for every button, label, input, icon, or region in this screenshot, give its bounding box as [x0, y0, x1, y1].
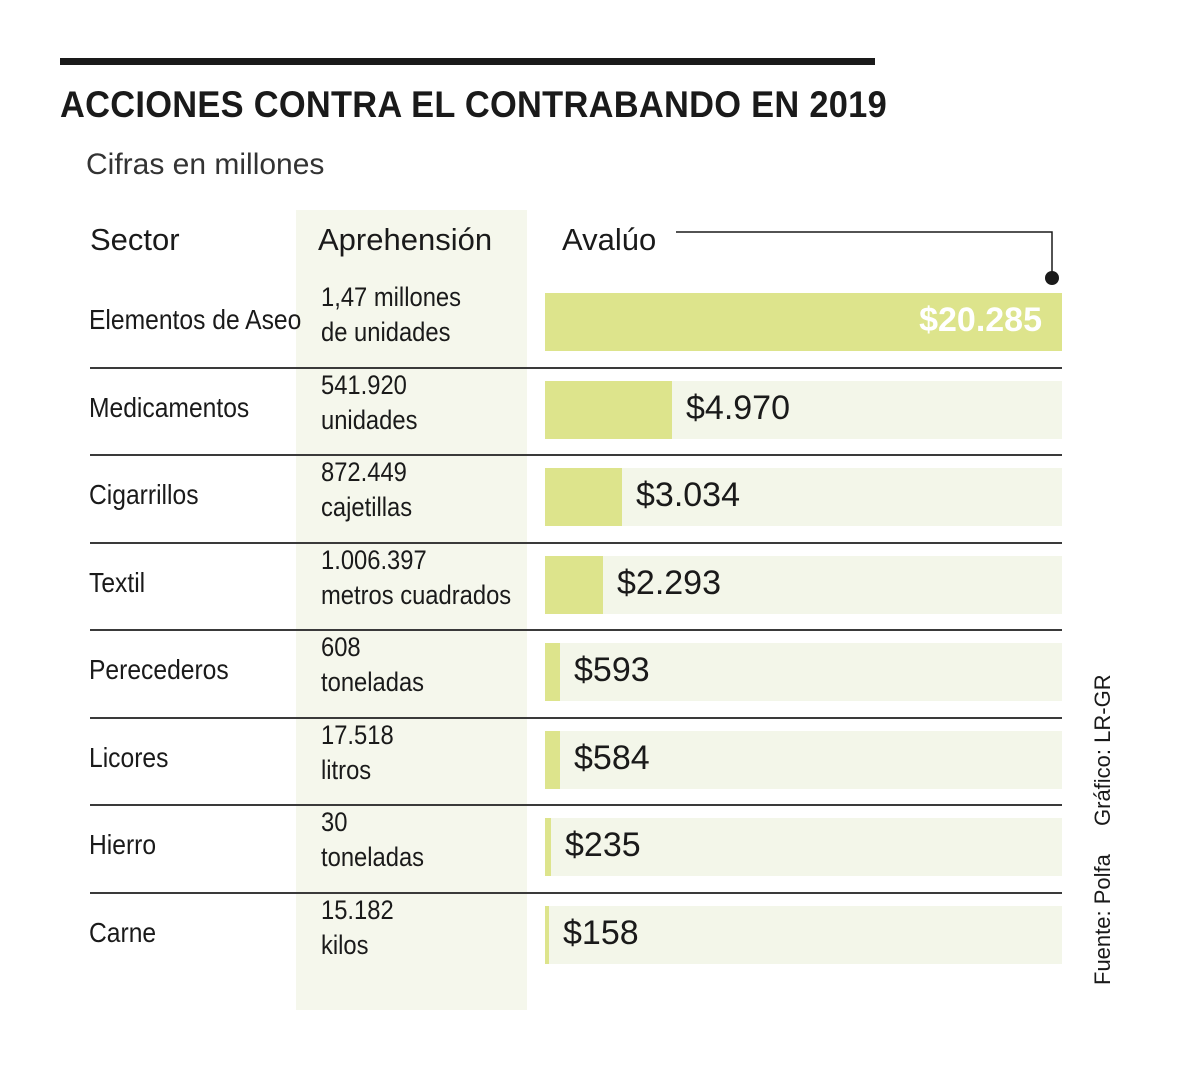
aprehension-line: metros cuadrados	[321, 579, 512, 610]
aprehension-line: 17.518	[321, 719, 394, 750]
sector-label: Textil	[89, 566, 146, 598]
aprehension-line: cajetillas	[321, 492, 413, 522]
bar-value-label: $584	[574, 738, 650, 777]
source-credits: Fuente: Polfa Gráfico: LR-GR	[1090, 652, 1116, 985]
row-separator	[90, 891, 1062, 894]
bar-value-label: $4.970	[686, 388, 790, 427]
aprehension-line: 541.920	[321, 369, 407, 400]
bar-track	[545, 905, 1062, 964]
bar-value-label: $593	[574, 651, 650, 689]
aprehension-column-band	[296, 210, 527, 1010]
aprehension-line: kilos	[321, 929, 369, 960]
bar-value-label: $158	[563, 913, 639, 952]
aprehension-value: 541.920 unidades	[321, 368, 417, 438]
row-separator	[90, 716, 1062, 719]
header-avaluo: Avalúo	[562, 222, 657, 257]
sector-label: Perecederos	[89, 654, 229, 685]
bar-track	[545, 730, 1062, 789]
top-rule	[60, 58, 875, 65]
bar	[545, 293, 1062, 351]
sector-label: Cigarrillos	[89, 479, 199, 510]
bar-track	[545, 643, 1062, 701]
bar	[545, 730, 560, 789]
aprehension-line: 872.449	[321, 457, 407, 487]
aprehension-value: 15.182 kilos	[321, 893, 394, 963]
chart-title: ACCIONES CONTRA EL CONTRABANDO EN 2019	[60, 84, 887, 125]
header-aprehension: Aprehensión	[318, 222, 493, 257]
row-separator	[90, 804, 1062, 806]
bar-track	[545, 468, 1062, 526]
sector-label: Medicamentos	[89, 391, 250, 423]
graphic-credit: Gráfico: LR-GR	[1090, 674, 1115, 826]
bar-value-label: $2.293	[617, 563, 721, 602]
aprehension-line: litros	[321, 754, 372, 785]
bar-track	[545, 555, 1062, 614]
bar-value-label: $3.034	[636, 476, 740, 514]
bar	[545, 380, 672, 439]
row-separator	[90, 541, 1062, 544]
aprehension-value: 1.006.397 metros cuadrados	[321, 543, 511, 613]
bar	[545, 468, 622, 526]
aprehension-line: toneladas	[321, 667, 425, 697]
row-separator	[90, 454, 1062, 456]
sector-label: Hierro	[89, 829, 157, 860]
aprehension-line: 1,47 millones	[321, 282, 462, 312]
aprehension-value: 17.518 litros	[321, 718, 394, 788]
sector-label: Carne	[89, 916, 157, 948]
header-sector: Sector	[90, 222, 180, 257]
aprehension-value: 608 toneladas	[321, 630, 424, 700]
aprehension-line: de unidades	[321, 317, 451, 347]
aprehension-value: 872.449 cajetillas	[321, 455, 412, 525]
bar	[545, 905, 549, 964]
bar-value-label: $20.285	[919, 301, 1042, 339]
aprehension-line: 1.006.397	[321, 544, 427, 575]
avaluo-leader-line	[676, 231, 1059, 285]
sector-label: Elementos de Aseo	[89, 304, 302, 335]
row-separator	[90, 629, 1062, 631]
sector-label: Licores	[89, 741, 169, 773]
bar	[545, 643, 560, 701]
aprehension-line: 608	[321, 632, 361, 662]
aprehension-line: 30	[321, 807, 348, 837]
bar	[545, 555, 603, 614]
aprehension-line: toneladas	[321, 842, 425, 872]
bar	[545, 818, 551, 876]
bar-value-label: $235	[565, 826, 641, 864]
source-label: Fuente: Polfa	[1090, 854, 1115, 985]
row-separator	[90, 366, 1062, 369]
aprehension-line: unidades	[321, 404, 418, 435]
aprehension-value: 30 toneladas	[321, 805, 424, 875]
chart-subtitle: Cifras en millones	[86, 148, 325, 181]
aprehension-value: 1,47 millones de unidades	[321, 280, 461, 350]
aprehension-line: 15.182	[321, 894, 394, 925]
bar-track	[545, 818, 1062, 876]
